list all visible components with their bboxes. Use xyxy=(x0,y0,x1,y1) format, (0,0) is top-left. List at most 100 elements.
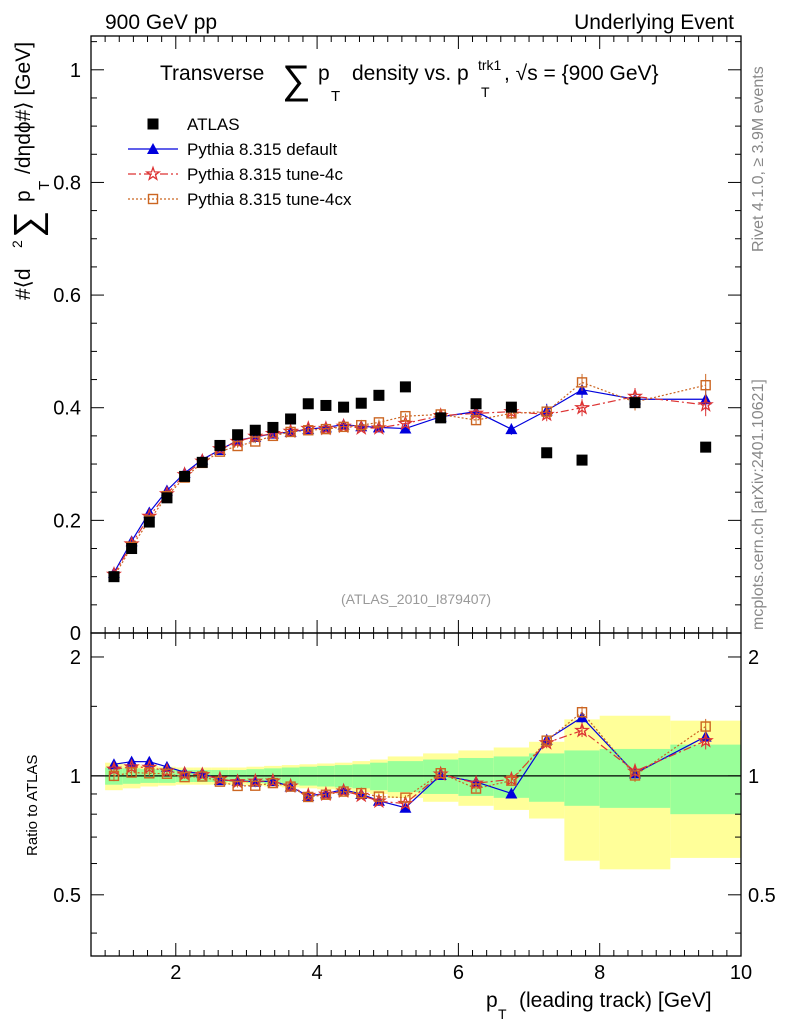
ratio-point xyxy=(574,722,591,738)
data-point xyxy=(338,421,349,433)
ratio-point xyxy=(303,791,314,803)
ylabel-p: p xyxy=(12,190,35,202)
data-point xyxy=(470,414,482,426)
ratio-line xyxy=(113,711,707,799)
y-axis-label: #⟨d 2 ∑ p T /dηdϕ#⟩ [GeV] xyxy=(7,42,53,300)
title-mid: density vs. p xyxy=(352,62,469,85)
data-point xyxy=(373,417,385,428)
y-tick-label: 0.4 xyxy=(53,398,81,420)
data-point xyxy=(576,377,588,388)
ratio-point xyxy=(250,780,261,791)
ratio-point xyxy=(285,781,296,792)
ratio-band-inner xyxy=(564,750,600,806)
ratio-line xyxy=(113,729,706,805)
ylabel-sum: ∑ xyxy=(7,211,49,238)
data-point xyxy=(161,492,173,504)
data-point xyxy=(399,381,411,393)
data-point xyxy=(232,440,243,452)
data-point xyxy=(629,397,641,409)
data-point xyxy=(143,516,155,528)
ratio-point xyxy=(126,767,137,778)
ylabel-sup: 2 xyxy=(9,240,25,248)
y-tick-label: 0.6 xyxy=(53,285,81,307)
y-tick-label: 0 xyxy=(70,623,81,645)
x-tick-label: 4 xyxy=(312,962,323,984)
series-atlas xyxy=(108,381,712,583)
data-point xyxy=(232,429,244,441)
data-point xyxy=(700,441,712,453)
legend-marker xyxy=(147,118,159,130)
legend-marker xyxy=(144,165,162,181)
xlabel-rest: (leading track) [GeV] xyxy=(519,989,712,1012)
ratio-point xyxy=(373,791,385,802)
ratio-point xyxy=(470,783,482,794)
data-point xyxy=(576,454,588,466)
title-sum: ∑ xyxy=(282,58,311,102)
data-point xyxy=(435,412,447,424)
data-point xyxy=(400,410,411,422)
data-point xyxy=(373,389,385,401)
x-axis-label: p T (leading track) [GeV] xyxy=(486,989,712,1022)
ratio-point xyxy=(399,801,412,813)
ratio-point xyxy=(435,768,446,779)
data-point xyxy=(126,543,138,555)
ratio-point xyxy=(144,768,155,779)
data-point xyxy=(303,425,314,436)
ratio-tick-label-right: 0.5 xyxy=(748,885,776,907)
title-tail: , √s = {900 GeV} xyxy=(504,62,659,85)
y-tick-label: 1 xyxy=(70,60,81,82)
xlabel-sub: T xyxy=(498,1006,507,1022)
data-point xyxy=(700,379,711,391)
xlabel-p: p xyxy=(486,989,498,1012)
title-prefix: Transverse xyxy=(160,62,264,85)
title-sub-t2: T xyxy=(481,84,490,100)
data-point xyxy=(338,401,350,413)
legend-entry: Pythia 8.315 tune-4cx xyxy=(128,190,352,209)
ratio-point xyxy=(161,768,173,779)
rivet-label: Rivet 4.1.0, ≥ 3.9M events xyxy=(750,66,767,252)
data-point xyxy=(320,399,332,411)
data-point xyxy=(250,436,261,447)
legend-entry: Pythia 8.315 tune-4c xyxy=(128,165,343,184)
ratio-tick-label: 1 xyxy=(70,766,81,788)
title-p: p xyxy=(318,62,330,85)
x-tick-label: 6 xyxy=(453,962,464,984)
ylabel-a: #⟨d xyxy=(12,268,35,300)
ratio-point xyxy=(179,771,190,783)
analysis-watermark: (ATLAS_2010_I879407) xyxy=(341,591,491,607)
ratio-point xyxy=(576,707,588,718)
data-point xyxy=(214,439,226,451)
ratio-tick-label: 0.5 xyxy=(53,885,81,907)
header-right: Underlying Event xyxy=(574,11,734,34)
ratio-tick-label: 2 xyxy=(70,647,81,669)
legend-label: Pythia 8.315 tune-4c xyxy=(187,165,343,184)
ratio-tick-label-right: 1 xyxy=(748,766,759,788)
ratio-point xyxy=(697,732,714,748)
legend-entry: Pythia 8.315 default xyxy=(128,140,338,159)
y-tick-label: 0.8 xyxy=(53,172,81,194)
legend: ATLAS Pythia 8.315 default Pythia 8.315 tu… xyxy=(128,115,352,209)
legend-label: Pythia 8.315 tune-4cx xyxy=(187,190,352,209)
legend-marker xyxy=(147,143,159,154)
ratio-point xyxy=(541,735,552,746)
ratio-point xyxy=(320,789,332,800)
ratio-point xyxy=(356,787,367,799)
data-point xyxy=(285,426,296,438)
chart-title: Transverse ∑ p T density vs. p trk1 T , … xyxy=(160,57,659,105)
ratio-point xyxy=(197,771,208,782)
data-point xyxy=(179,470,191,482)
ratio-point xyxy=(141,758,158,775)
ratio-series xyxy=(105,706,714,813)
title-sub-t: T xyxy=(331,88,340,105)
data-point xyxy=(267,421,279,433)
data-point xyxy=(505,401,517,413)
legend-label: ATLAS xyxy=(187,115,240,134)
ratio-point xyxy=(629,770,641,781)
ratio-point xyxy=(108,770,120,782)
ratio-point xyxy=(506,775,517,786)
ratio-band-inner xyxy=(670,744,741,815)
legend-label: Pythia 8.315 default xyxy=(187,140,338,159)
x-tick-label: 8 xyxy=(594,962,605,984)
y-tick-label: 0.2 xyxy=(53,510,81,532)
